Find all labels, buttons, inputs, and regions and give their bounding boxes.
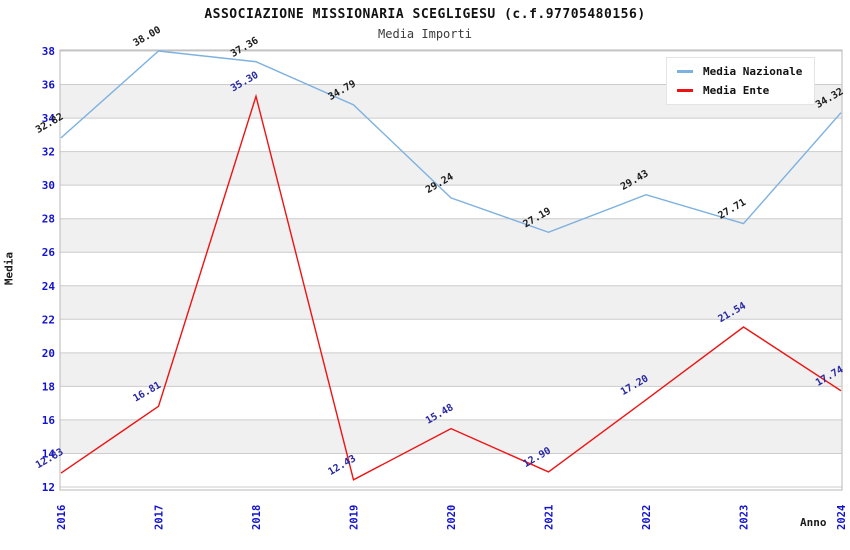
x-tick-label-2020: 2020	[446, 505, 458, 530]
point-label-media-nazionale-2017: 38.00	[131, 25, 163, 50]
y-tick-label-24: 24	[42, 280, 56, 293]
series-line-media-ente	[60, 93, 842, 481]
plot-band	[60, 151, 842, 186]
y-tick-label-30: 30	[42, 179, 55, 192]
legend-item-media-nazionale: Media Nazionale	[677, 65, 802, 78]
y-tick-label-22: 22	[42, 313, 55, 326]
plot-band	[60, 218, 842, 253]
y-tick-label-18: 18	[42, 380, 55, 393]
y-tick-label-14: 14	[42, 447, 56, 460]
x-axis-title: Anno	[800, 516, 827, 529]
y-tick-label-26: 26	[42, 246, 56, 259]
point-label-media-nazionale-2018: 37.36	[229, 35, 261, 60]
plot-band	[60, 285, 842, 320]
y-tick-label-34: 34	[42, 112, 56, 125]
legend-item-media-ente: Media Ente	[677, 84, 802, 97]
x-tick-label-2022: 2022	[641, 505, 653, 530]
x-tick-label-2023: 2023	[739, 505, 751, 530]
y-tick-label-32: 32	[42, 146, 55, 159]
media-ente-line-swatch-icon	[677, 89, 693, 92]
y-tick-label-36: 36	[42, 79, 56, 92]
y-tick-label-12: 12	[42, 481, 55, 494]
legend-label-media-ente: Media Ente	[703, 84, 770, 97]
legend-box: Media Nazionale Media Ente	[666, 57, 816, 105]
point-label-media-nazionale-2023: 27.71	[716, 197, 748, 222]
series-line-media-nazionale	[60, 50, 842, 234]
y-tick-label-38: 38	[42, 45, 55, 58]
x-tick-label-2021: 2021	[544, 505, 556, 530]
point-label-media-ente-2019: 12.43	[326, 453, 358, 478]
plot-band	[60, 419, 842, 454]
x-tick-label-2017: 2017	[154, 505, 166, 530]
y-tick-label-28: 28	[42, 213, 55, 226]
chart-subtitle: Media Importi	[378, 27, 472, 41]
plot-border	[59, 49, 843, 491]
x-tick-label-2018: 2018	[251, 505, 263, 530]
legend-label-media-nazionale: Media Nazionale	[703, 65, 803, 78]
chart-title: ASSOCIAZIONE MISSIONARIA SCEGLIGESU (c.f…	[204, 7, 646, 22]
y-tick-label-20: 20	[42, 347, 55, 360]
x-tick-label-2024: 2024	[836, 505, 848, 530]
x-tick-label-2016: 2016	[56, 505, 68, 530]
y-tick-label-16: 16	[42, 414, 56, 427]
plot-band	[60, 352, 842, 387]
media-nazionale-line-swatch-icon	[677, 70, 693, 73]
x-tick-label-2019: 2019	[349, 505, 361, 530]
